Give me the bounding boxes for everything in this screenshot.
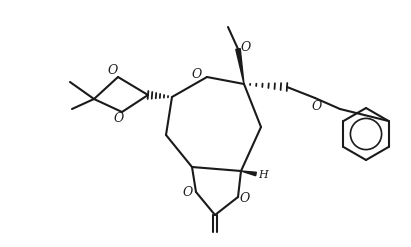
Text: O: O [241,41,251,55]
Polygon shape [241,171,256,176]
Text: O: O [312,100,322,112]
Polygon shape [236,49,244,84]
Text: O: O [108,64,118,78]
Text: O: O [192,67,202,81]
Text: H: H [258,170,268,180]
Text: O: O [240,191,250,205]
Text: O: O [183,185,193,199]
Text: O: O [114,111,124,124]
